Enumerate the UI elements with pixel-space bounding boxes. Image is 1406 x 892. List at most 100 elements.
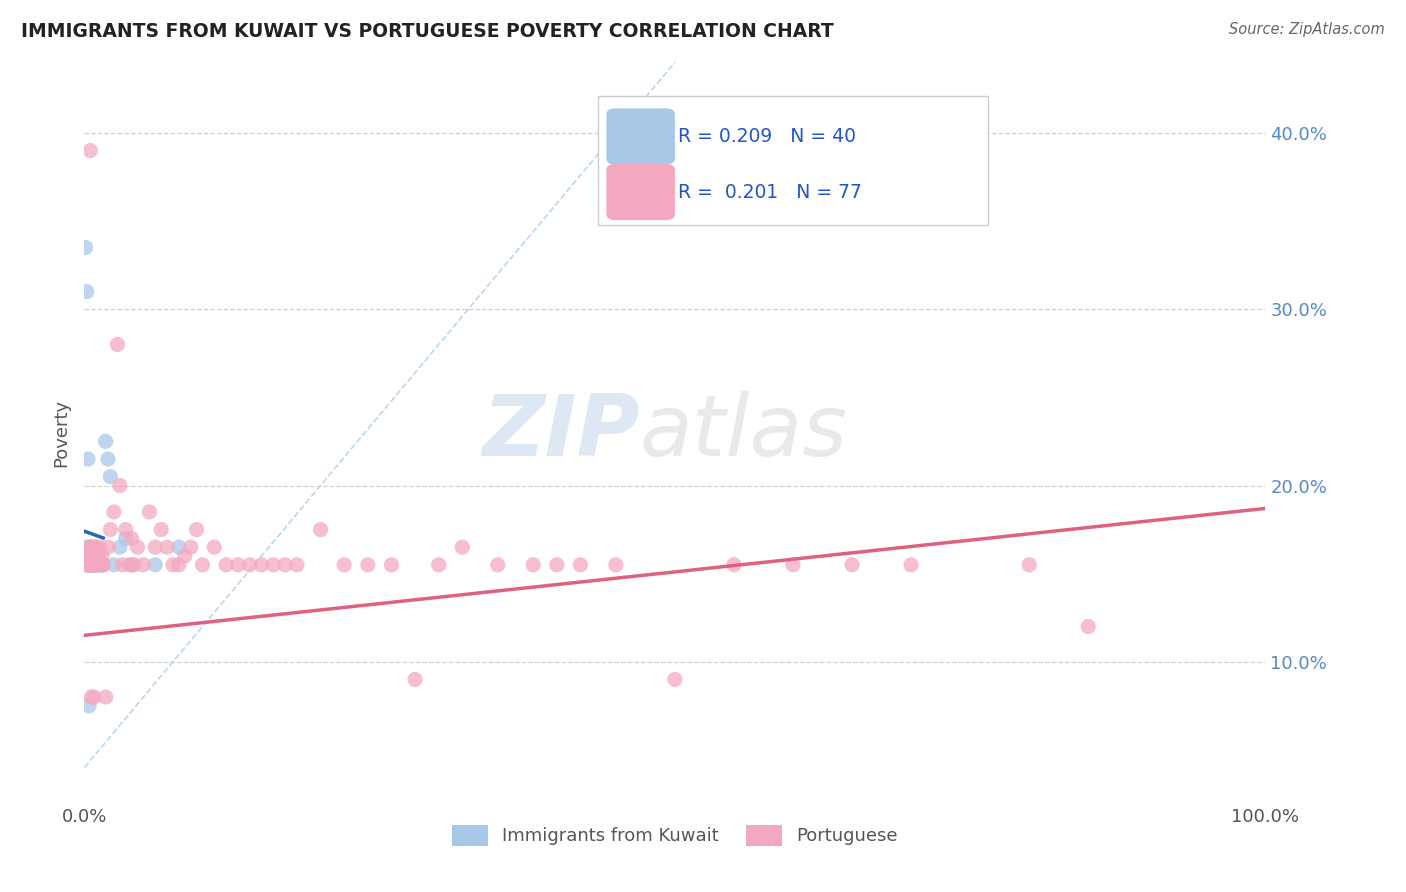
Point (569, 558, 592, 572)
Point (108, 478, 131, 492)
Point (121, 532, 143, 546)
Point (132, 558, 155, 572)
Point (79, 144, 101, 158)
Point (91, 558, 114, 572)
Point (84, 540, 107, 554)
Point (162, 558, 184, 572)
Point (80, 540, 103, 554)
Point (80, 549, 103, 563)
Point (122, 558, 145, 572)
Point (404, 673, 426, 687)
Point (77, 558, 100, 572)
Point (202, 540, 225, 554)
Point (156, 540, 179, 554)
Point (333, 558, 356, 572)
Point (86, 558, 108, 572)
Text: IMMIGRANTS FROM KUWAIT VS PORTUGUESE POVERTY CORRELATION CHART: IMMIGRANTS FROM KUWAIT VS PORTUGUESE POV… (21, 22, 834, 41)
Point (427, 558, 450, 572)
Point (143, 540, 166, 554)
Point (546, 558, 568, 572)
Point (723, 558, 745, 572)
Point (103, 505, 125, 519)
Point (841, 558, 863, 572)
Point (79, 540, 101, 554)
Point (167, 558, 190, 572)
Point (83, 549, 105, 563)
Point (89, 540, 111, 554)
Point (103, 558, 125, 572)
Point (127, 540, 149, 554)
Point (186, 523, 208, 537)
Point (111, 558, 134, 572)
Point (91, 558, 114, 572)
Y-axis label: Poverty: Poverty (52, 399, 70, 467)
Point (83, 558, 105, 572)
Point (82, 549, 104, 563)
Point (87, 549, 110, 563)
Point (79, 558, 101, 572)
Text: atlas: atlas (640, 391, 848, 475)
Point (97, 452, 120, 467)
Point (79, 549, 101, 563)
Point (239, 558, 262, 572)
Legend: Immigrants from Kuwait, Portuguese: Immigrants from Kuwait, Portuguese (451, 825, 898, 846)
Point (84, 558, 107, 572)
Point (215, 558, 238, 572)
Point (226, 558, 249, 572)
Point (80, 558, 103, 572)
Point (97, 540, 120, 554)
Point (451, 540, 474, 554)
Point (114, 523, 136, 537)
Point (77, 698, 100, 713)
Point (250, 558, 273, 572)
Point (80, 690, 103, 704)
Point (664, 673, 686, 687)
Point (84, 558, 107, 572)
Point (285, 558, 308, 572)
Point (83, 558, 105, 572)
Point (77, 558, 100, 572)
Point (82, 540, 104, 554)
Point (98, 469, 121, 483)
Point (87, 558, 110, 572)
Point (262, 558, 284, 572)
Point (380, 558, 402, 572)
Text: R = 0.209   N = 40: R = 0.209 N = 40 (679, 127, 856, 146)
Text: R =  0.201   N = 77: R = 0.201 N = 77 (679, 183, 862, 202)
Point (83, 540, 105, 554)
Point (138, 505, 160, 519)
Point (522, 558, 544, 572)
Point (108, 540, 131, 554)
Point (91, 558, 114, 572)
Point (191, 558, 214, 572)
Point (77, 558, 100, 572)
Point (309, 523, 332, 537)
Point (114, 532, 136, 546)
Point (118, 558, 141, 572)
Point (76, 558, 98, 572)
Point (86, 558, 108, 572)
Point (89, 558, 111, 572)
Point (80, 558, 103, 572)
Point (83, 549, 105, 563)
Point (150, 523, 173, 537)
Point (77, 549, 100, 563)
Point (77, 540, 100, 554)
Point (357, 558, 380, 572)
Point (94, 434, 117, 449)
Point (84, 549, 107, 563)
Point (84, 558, 107, 572)
Point (77, 452, 100, 467)
Point (82, 549, 104, 563)
Point (75, 240, 97, 254)
Point (82, 558, 104, 572)
Point (79, 558, 101, 572)
Point (1077, 619, 1099, 633)
Point (1018, 558, 1040, 572)
Point (486, 558, 509, 572)
Point (82, 558, 104, 572)
Point (79, 549, 101, 563)
Point (173, 549, 195, 563)
Point (90, 558, 112, 572)
Point (77, 549, 100, 563)
